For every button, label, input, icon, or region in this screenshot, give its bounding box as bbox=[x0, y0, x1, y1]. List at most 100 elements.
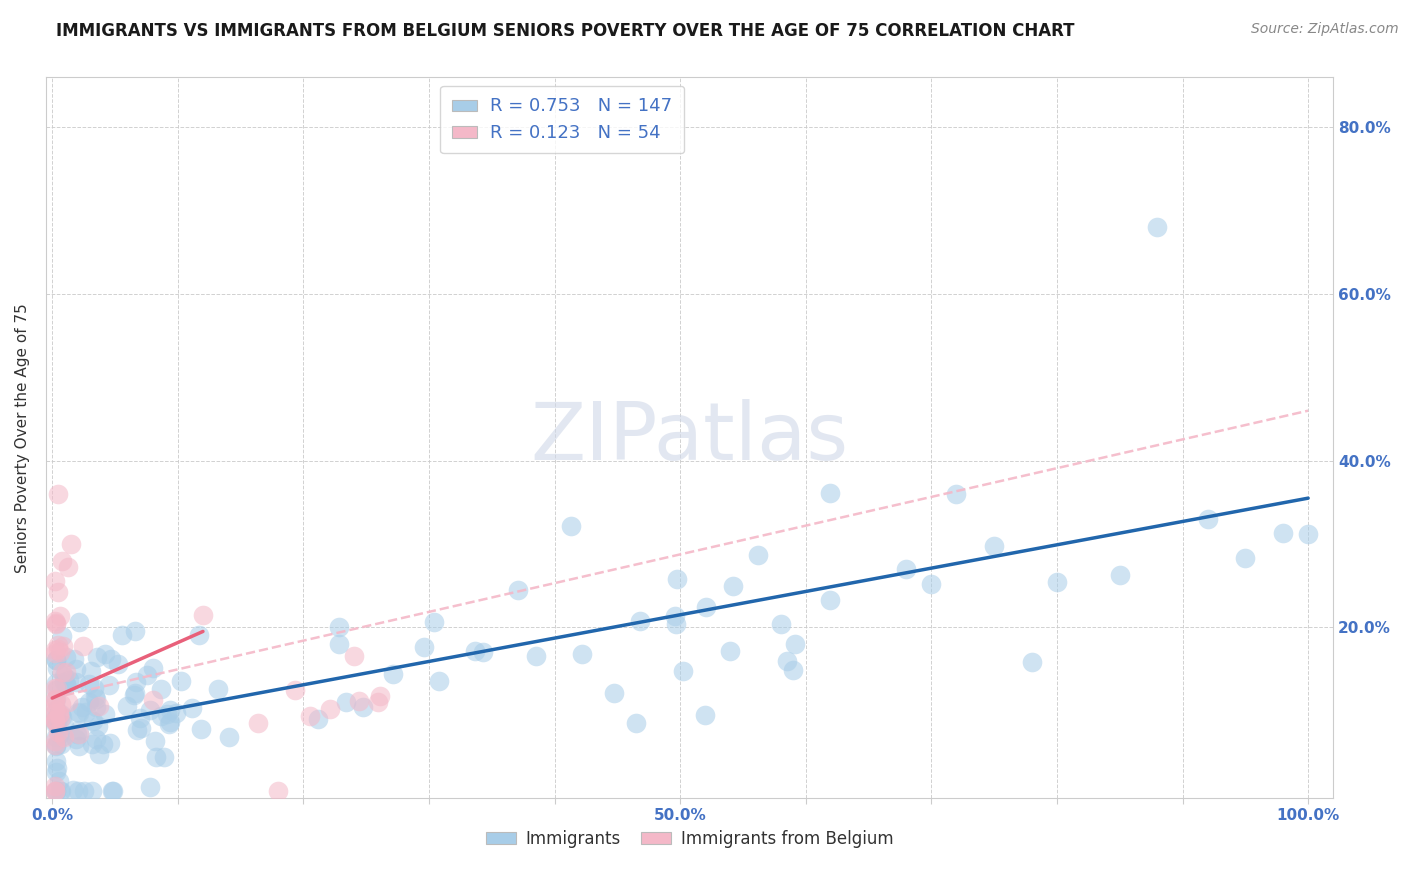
Point bbox=[94, 706, 117, 721]
Point bbox=[117, 699, 139, 714]
Point bbox=[51, 710, 73, 724]
Point bbox=[125, 674, 148, 689]
Point bbox=[45, 691, 67, 706]
Point bbox=[86, 650, 108, 665]
Point bbox=[100, 652, 122, 666]
Point bbox=[124, 624, 146, 638]
Point bbox=[49, 697, 72, 711]
Point bbox=[45, 738, 67, 752]
Point bbox=[49, 645, 72, 659]
Point bbox=[45, 653, 67, 667]
Point bbox=[139, 703, 162, 717]
Point bbox=[298, 708, 321, 723]
Point bbox=[45, 739, 67, 754]
Point bbox=[190, 722, 212, 736]
Point bbox=[98, 678, 121, 692]
Point bbox=[77, 677, 100, 691]
Point bbox=[45, 754, 67, 768]
Point bbox=[77, 695, 100, 709]
Point bbox=[628, 614, 651, 628]
Point bbox=[48, 784, 70, 798]
Point bbox=[44, 615, 66, 629]
Point bbox=[142, 661, 165, 675]
Point bbox=[48, 707, 70, 722]
Point bbox=[45, 653, 67, 667]
Point bbox=[84, 731, 107, 746]
Point bbox=[58, 560, 80, 574]
Point bbox=[44, 703, 66, 717]
Point bbox=[82, 714, 104, 729]
Point bbox=[129, 721, 152, 735]
Point bbox=[87, 719, 110, 733]
Point bbox=[135, 668, 157, 682]
Point bbox=[45, 718, 67, 732]
Y-axis label: Seniors Poverty Over the Age of 75: Seniors Poverty Over the Age of 75 bbox=[15, 303, 30, 573]
Point bbox=[67, 706, 90, 720]
Point bbox=[427, 674, 450, 689]
Point bbox=[107, 657, 129, 672]
Point bbox=[45, 784, 67, 798]
Point bbox=[49, 608, 72, 623]
Point bbox=[44, 643, 66, 657]
Point bbox=[125, 723, 148, 737]
Point bbox=[83, 681, 105, 695]
Point bbox=[55, 650, 77, 665]
Point bbox=[1046, 574, 1069, 589]
Point bbox=[45, 615, 67, 630]
Point bbox=[335, 696, 357, 710]
Point bbox=[218, 731, 240, 745]
Point bbox=[945, 486, 967, 500]
Point bbox=[45, 681, 67, 695]
Point bbox=[67, 726, 90, 740]
Point bbox=[87, 698, 110, 713]
Point bbox=[343, 648, 366, 663]
Text: ZIPatlas: ZIPatlas bbox=[530, 399, 849, 476]
Point bbox=[51, 554, 73, 568]
Point bbox=[328, 637, 350, 651]
Point bbox=[44, 784, 66, 798]
Point bbox=[44, 713, 66, 727]
Point bbox=[783, 637, 806, 651]
Point bbox=[422, 615, 444, 629]
Point bbox=[51, 629, 73, 643]
Point bbox=[782, 663, 804, 677]
Point bbox=[67, 615, 90, 630]
Point bbox=[207, 681, 229, 696]
Point bbox=[45, 730, 67, 744]
Point bbox=[560, 519, 582, 533]
Point bbox=[66, 784, 89, 798]
Point bbox=[60, 537, 83, 551]
Point bbox=[1146, 220, 1168, 235]
Point bbox=[82, 784, 104, 798]
Point bbox=[44, 698, 66, 712]
Point bbox=[770, 617, 793, 632]
Point bbox=[49, 707, 72, 722]
Point bbox=[53, 669, 76, 683]
Point bbox=[602, 686, 624, 700]
Point bbox=[67, 739, 90, 754]
Point bbox=[44, 734, 66, 748]
Point bbox=[46, 642, 69, 657]
Point bbox=[157, 717, 180, 731]
Point bbox=[70, 700, 93, 714]
Point bbox=[45, 716, 67, 731]
Point bbox=[1296, 526, 1319, 541]
Point bbox=[55, 677, 77, 691]
Point bbox=[718, 644, 741, 658]
Point bbox=[571, 647, 593, 661]
Point bbox=[45, 683, 67, 698]
Point bbox=[80, 665, 103, 679]
Point bbox=[747, 549, 769, 563]
Point bbox=[75, 706, 97, 720]
Point bbox=[49, 737, 72, 751]
Point bbox=[145, 749, 167, 764]
Point bbox=[153, 750, 176, 764]
Point bbox=[145, 734, 167, 748]
Point bbox=[44, 681, 66, 695]
Point bbox=[52, 730, 75, 744]
Point bbox=[93, 737, 115, 751]
Point bbox=[45, 714, 67, 729]
Point bbox=[818, 485, 841, 500]
Point bbox=[1272, 525, 1295, 540]
Point bbox=[983, 540, 1005, 554]
